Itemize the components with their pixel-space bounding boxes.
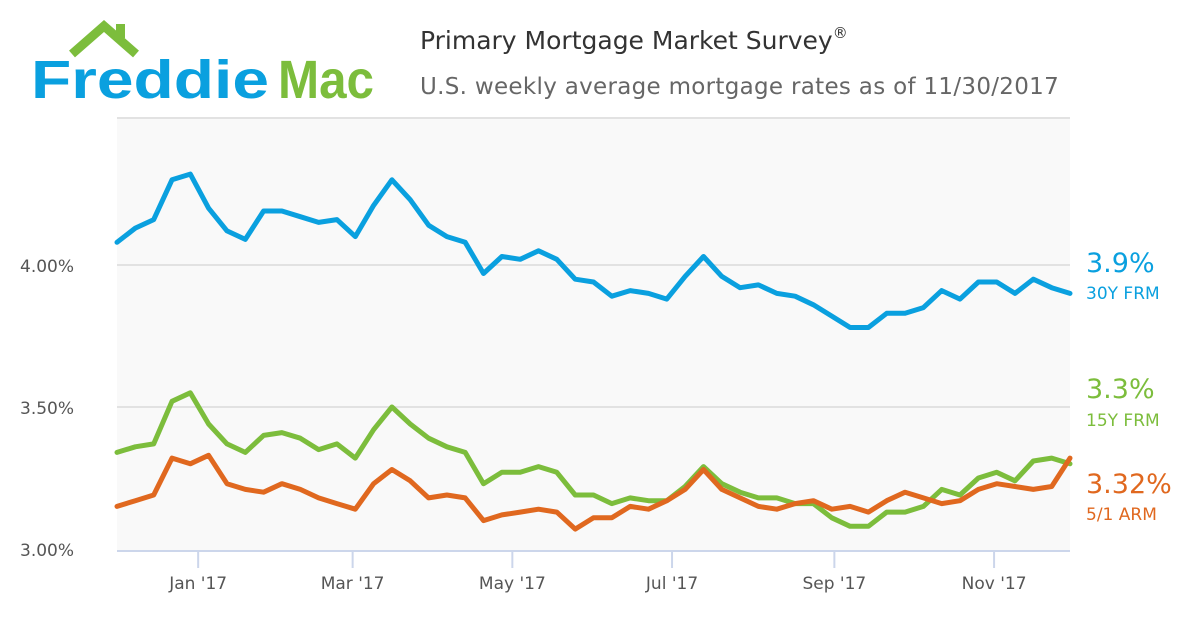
logo-mac: Mac [278, 50, 374, 110]
chart-subtitle: U.S. weekly average mortgage rates as of… [420, 74, 1060, 100]
y-tick-label: 4.00% [20, 257, 74, 277]
series-name-label: 5/1 ARM [1086, 505, 1157, 525]
x-tick-label: May '17 [479, 574, 546, 594]
series-name-label: 15Y FRM [1086, 411, 1160, 431]
series-end-value: 3.3% [1086, 374, 1155, 405]
x-tick-label: Sep '17 [802, 574, 866, 594]
y-tick-label: 3.50% [20, 399, 74, 419]
series-end-value: 3.9% [1086, 248, 1155, 279]
house-chimney-icon [116, 24, 125, 38]
x-tick-label: Jan '17 [168, 574, 227, 594]
plot-background [117, 118, 1070, 551]
chart-title: Primary Mortgage Market Survey® [420, 24, 848, 55]
freddie-mac-logo: Freddie Mac [31, 20, 374, 110]
x-tick-label: Nov '17 [962, 574, 1027, 594]
chart-title-text: Primary Mortgage Market Survey [420, 26, 833, 55]
series-end-value: 3.32% [1086, 469, 1172, 500]
y-tick-label: 3.00% [20, 541, 74, 561]
series-line-30y-frm [114, 171, 1073, 330]
registered-mark: ® [832, 24, 848, 42]
logo-freddie: Freddie [31, 50, 269, 110]
series-name-label: 30Y FRM [1086, 284, 1160, 304]
house-roof-icon [69, 20, 139, 58]
series-line-5-1-arm [114, 452, 1073, 532]
x-tick-label: Jul '17 [645, 574, 698, 594]
series-line-15y-frm [114, 390, 1073, 529]
x-tick-label: Mar '17 [321, 574, 385, 594]
